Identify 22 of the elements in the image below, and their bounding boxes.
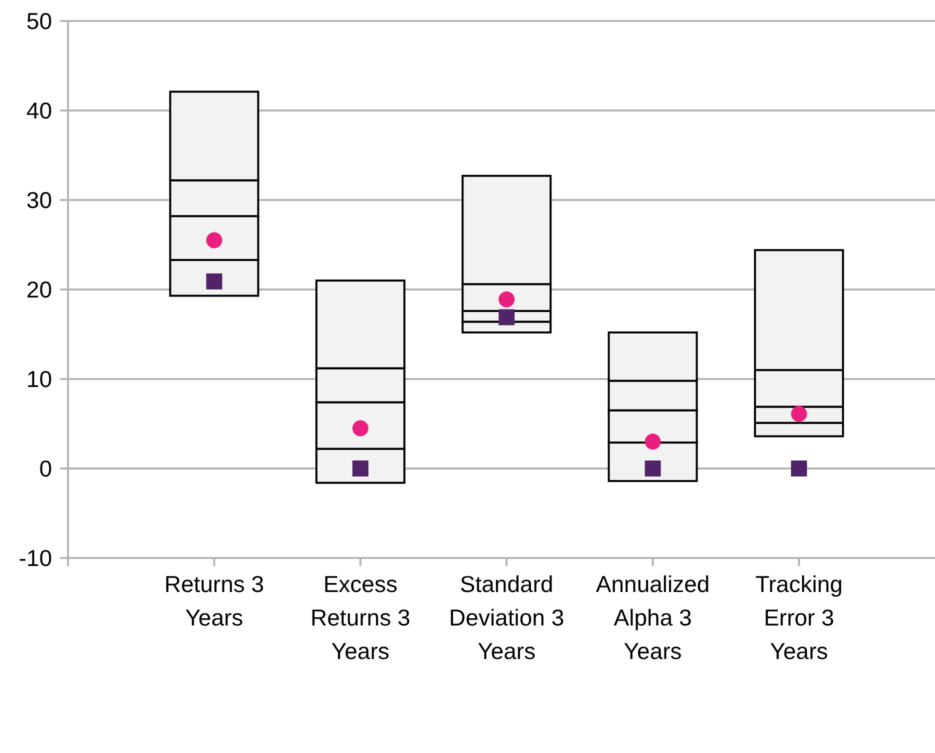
x-tick-label: Returns 3 Years bbox=[164, 571, 264, 630]
x-tick-label: Excess Returns 3 Years bbox=[310, 571, 410, 664]
point bbox=[644, 434, 661, 450]
point bbox=[498, 309, 515, 326]
y-tick-label: 20 bbox=[26, 276, 52, 303]
point bbox=[791, 406, 807, 422]
y-tick-label: 30 bbox=[26, 187, 52, 214]
x-tick-label: Annualized Alpha 3 Years bbox=[596, 571, 710, 664]
y-tick-label: -10 bbox=[18, 545, 52, 572]
point bbox=[498, 291, 515, 308]
y-tick-label: 0 bbox=[39, 456, 52, 482]
x-tick-label: Tracking Error 3 Years bbox=[755, 571, 843, 664]
x-tick-label: Standard Deviation 3 Years bbox=[449, 571, 564, 664]
point bbox=[352, 420, 368, 436]
point bbox=[206, 273, 222, 290]
y-tick-label: 50 bbox=[26, 8, 52, 34]
y-tick-label: 10 bbox=[26, 366, 52, 392]
y-tick-label: 40 bbox=[26, 98, 52, 124]
point bbox=[791, 460, 807, 476]
point bbox=[352, 460, 368, 476]
point bbox=[644, 460, 661, 476]
point bbox=[206, 232, 222, 248]
